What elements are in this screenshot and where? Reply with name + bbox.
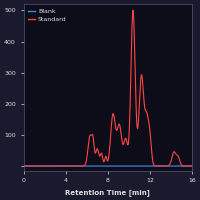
X-axis label: Retention Time [min]: Retention Time [min] bbox=[65, 189, 150, 196]
Legend: Blank, Standard: Blank, Standard bbox=[27, 7, 68, 24]
